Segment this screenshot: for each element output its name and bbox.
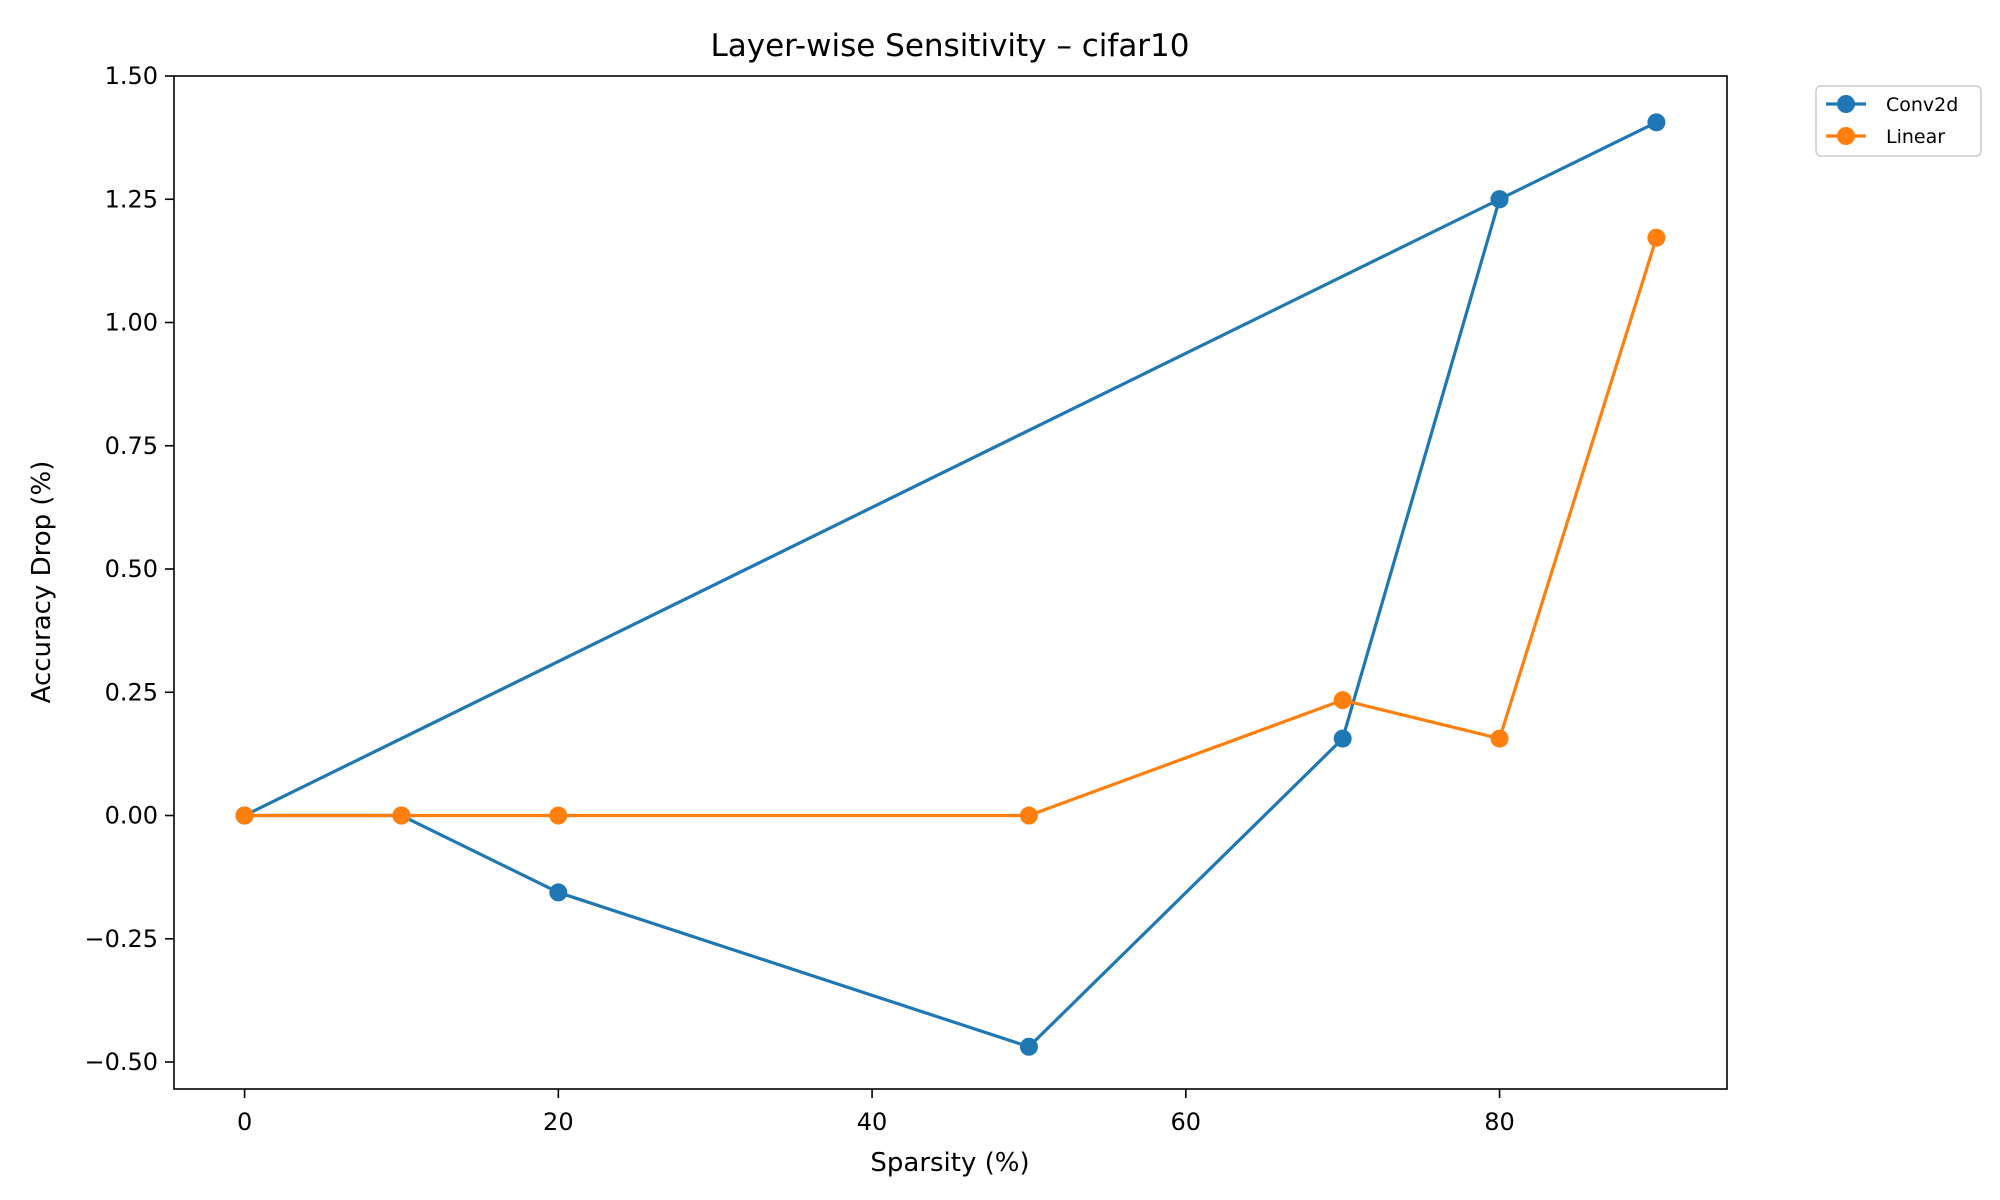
linear-legend-label: Linear: [1886, 126, 1945, 148]
y-tick-label: −0.25: [84, 925, 158, 953]
plot-frame: [173, 75, 1728, 1090]
conv2d-data-point: [1333, 729, 1352, 748]
y-tick-label: 0.00: [105, 802, 158, 830]
conv2d-legend-marker: [1837, 95, 1855, 113]
linear-data-point: [1019, 806, 1038, 825]
y-axis-title: Accuracy Drop (%): [27, 461, 57, 704]
chart-title: Layer-wise Sensitivity – cifar10: [710, 28, 1189, 64]
linear-data-point: [1647, 228, 1666, 247]
linear-data-point: [235, 806, 254, 825]
x-tick-label: 20: [543, 1108, 574, 1136]
y-tick-label: −0.50: [84, 1048, 158, 1076]
conv2d-data-point: [549, 883, 568, 902]
series-layer: [235, 113, 1666, 1056]
x-axis-ticks: 0 20 40 60 80: [237, 1089, 1515, 1136]
linear-data-point: [1490, 729, 1509, 748]
x-axis-title: Sparsity (%): [870, 1148, 1029, 1178]
x-tick-label: 80: [1484, 1108, 1515, 1136]
conv2d-data-point: [1019, 1037, 1038, 1056]
y-tick-label: 1.00: [105, 309, 158, 337]
y-tick-label: 1.25: [105, 185, 158, 213]
y-axis-ticks: −0.50 −0.25 0.00 0.25 0.50 0.75 1.00 1.25 1.50: [84, 62, 174, 1076]
x-tick-label: 0: [237, 1108, 252, 1136]
y-tick-label: 0.75: [105, 432, 158, 460]
x-tick-label: 40: [857, 1108, 888, 1136]
linear-data-point: [392, 806, 411, 825]
y-tick-label: 1.50: [105, 62, 158, 90]
linear-data-point: [1333, 691, 1352, 710]
y-tick-label: 0.50: [105, 555, 158, 583]
conv2d-data-point: [1490, 190, 1509, 209]
legend: Conv2d Linear: [1815, 85, 1982, 157]
x-tick-label: 60: [1171, 1108, 1202, 1136]
conv2d-legend-label: Conv2d: [1886, 94, 1958, 116]
y-tick-label: 0.25: [105, 678, 158, 706]
conv2d-data-point: [1647, 113, 1666, 132]
linear-data-point: [549, 806, 568, 825]
linear-legend-marker: [1837, 127, 1855, 145]
